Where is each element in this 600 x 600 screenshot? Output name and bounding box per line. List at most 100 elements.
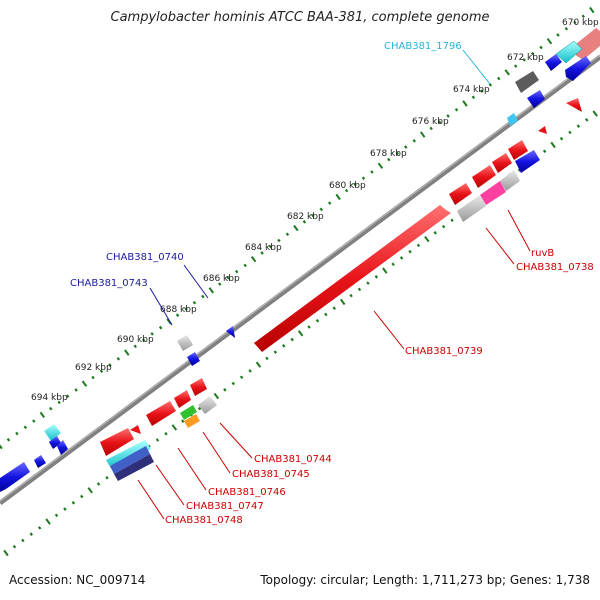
minor-tick (349, 293, 353, 298)
minor-tick (497, 76, 501, 81)
minor-tick (105, 475, 109, 480)
minor-tick (248, 369, 252, 373)
minor-tick (155, 438, 160, 442)
tick-label-692: 692 kbp (75, 363, 112, 373)
gene-red-0739 (254, 205, 451, 352)
minor-tick (141, 338, 146, 342)
gene-green-0745 (180, 405, 197, 420)
gene-blue-694c (34, 455, 46, 468)
leader-lines (137, 49, 531, 520)
gene-teal (555, 40, 583, 64)
minor-tick (239, 375, 244, 380)
tick-label-682: 682 kbp (287, 212, 324, 222)
tick-label-670: 670 kbp (562, 18, 599, 28)
topology-text: Topology: circular; Length: 1,711,273 bp… (260, 573, 590, 587)
minor-tick (387, 157, 391, 162)
tick-label-690: 690 kbp (117, 335, 154, 345)
gene-red-row1b (492, 153, 512, 173)
minor-tick (404, 145, 408, 149)
major-tick (255, 361, 262, 368)
major-tick (419, 131, 426, 138)
gene-gray-ruvb (500, 170, 520, 191)
minor-tick (522, 58, 526, 62)
gene-red-row1c (472, 165, 496, 188)
minor-tick (450, 218, 454, 223)
reverse-genes (100, 98, 582, 481)
minor-tick (80, 494, 84, 499)
label-chab381-0740: CHAB381_0740 (106, 252, 184, 263)
minor-tick (357, 287, 362, 292)
gene-red-0746b (100, 428, 134, 456)
minor-tick (23, 425, 28, 430)
minor-tick (231, 381, 235, 386)
gene-red-small-1 (566, 98, 582, 112)
gene-blue-0747 (110, 446, 150, 474)
minor-tick (218, 282, 222, 286)
tick-label-688: 688 kbp (160, 305, 197, 315)
gene-red-row1a (508, 140, 528, 160)
major-tick (87, 487, 93, 494)
minor-tick (559, 136, 564, 141)
gene-red-0744a (190, 378, 207, 396)
major-tick (213, 392, 220, 400)
major-tick (3, 549, 9, 557)
minor-tick (399, 256, 404, 260)
leader-0746 (177, 447, 207, 491)
leader-0740 (183, 264, 209, 299)
minor-tick (480, 89, 484, 93)
tick-labels: 670 kbp 672 kbp 674 kbp 676 kbp 678 kbp … (31, 18, 599, 403)
gene-lightgray-690 (177, 335, 193, 351)
leader-ruvb (507, 209, 531, 252)
minor-tick (91, 375, 95, 380)
minor-tick (391, 262, 395, 267)
label-chab381-0745: CHAB381_0745 (232, 469, 310, 480)
gene-cyan-694 (44, 424, 61, 441)
map-title: Campylobacter hominis ATCC BAA-381, comp… (110, 10, 490, 25)
major-tick (293, 224, 299, 232)
gene-blue-694a (49, 436, 61, 449)
minor-tick (370, 170, 374, 174)
minor-tick (133, 344, 137, 349)
leader-1796 (462, 49, 491, 85)
major-tick (45, 518, 51, 525)
minor-tick (282, 344, 286, 348)
major-tick (250, 256, 257, 263)
minor-tick (265, 356, 269, 361)
minor-tick (324, 312, 328, 317)
gene-gray-0744 (198, 396, 217, 414)
genome-backbone (0, 54, 600, 506)
minor-tick (311, 213, 315, 218)
major-tick (39, 411, 46, 418)
minor-tick (49, 406, 53, 411)
major-tick (377, 162, 384, 169)
label-chab381-0748: CHAB381_0748 (165, 515, 243, 526)
leader-0747 (155, 464, 185, 506)
minor-tick (21, 538, 25, 543)
minor-tick (96, 482, 101, 486)
minor-tick (63, 507, 67, 511)
gene-navy-0748 (114, 454, 154, 481)
leader-0744 (219, 422, 253, 459)
minor-tick (576, 124, 581, 128)
minor-tick (539, 45, 543, 50)
gene-red-0745 (146, 401, 176, 426)
minor-tick (57, 400, 61, 405)
label-chab381-0744: CHAB381_0744 (254, 454, 332, 465)
minor-tick (307, 325, 311, 329)
leader-0748 (137, 479, 165, 520)
outer-tick-track (0, 6, 595, 450)
minor-tick (29, 532, 33, 536)
tick-label-678: 678 kbp (370, 149, 407, 159)
minor-tick (54, 513, 59, 518)
minor-tick (71, 501, 76, 505)
minor-tick (366, 281, 370, 285)
minor-tick (181, 419, 185, 423)
leader-0738 (485, 227, 515, 265)
major-tick (0, 444, 3, 450)
minor-tick (201, 294, 205, 299)
major-tick (424, 235, 430, 243)
major-tick (546, 38, 553, 45)
minor-tick (581, 14, 585, 19)
leader-0743 (149, 287, 173, 326)
